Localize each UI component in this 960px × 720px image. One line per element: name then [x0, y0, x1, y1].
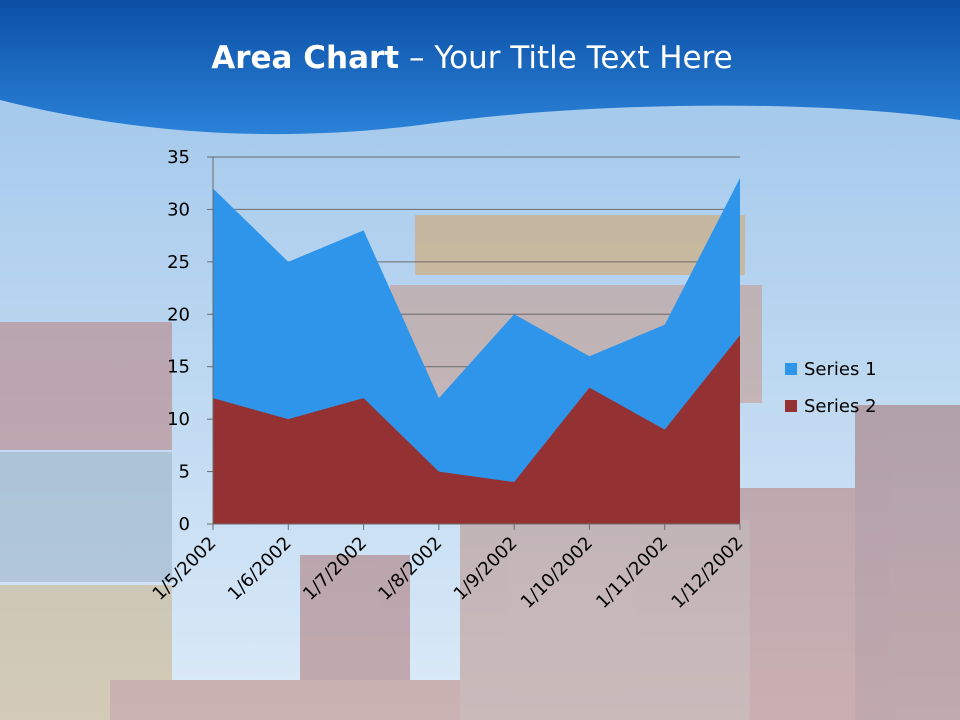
y-tick-label: 5	[179, 462, 190, 483]
y-tick-label: 20	[167, 304, 190, 325]
y-tick-label: 10	[167, 409, 190, 430]
x-tick-label: 1/7/2002	[299, 533, 371, 605]
y-tick-label: 15	[167, 357, 190, 378]
legend-label-2: Series 2	[804, 396, 877, 417]
y-tick-label: 0	[179, 514, 190, 535]
chart-areas	[213, 177, 740, 524]
x-tick-label: 1/11/2002	[592, 533, 672, 613]
x-tick-label: 1/12/2002	[667, 533, 747, 613]
x-tick-label: 1/8/2002	[374, 533, 446, 605]
slide-title: Area Chart – Your Title Text Here	[0, 40, 944, 76]
y-axis-ticks: 0 5 10 15 20 25 30 35	[167, 147, 190, 535]
y-tick-label: 25	[167, 252, 190, 273]
y-tick-label: 35	[167, 147, 190, 168]
x-axis-ticks: 1/5/2002 1/6/2002 1/7/2002 1/8/2002 1/9/2002…	[149, 533, 748, 613]
title-separator: –	[399, 40, 435, 76]
legend-swatch-1	[785, 363, 797, 375]
x-tick-label: 1/6/2002	[224, 533, 296, 605]
x-tick-label: 1/5/2002	[149, 533, 221, 605]
title-text: Your Title Text Here	[434, 40, 733, 76]
legend-swatch-2	[785, 400, 797, 412]
legend-label-1: Series 1	[804, 359, 877, 380]
legend: Series 1 Series 2	[785, 359, 877, 417]
title-bold: Area Chart	[211, 40, 400, 76]
chart-axes	[207, 156, 741, 530]
y-tick-label: 30	[167, 199, 190, 220]
series-area-2	[213, 335, 740, 524]
x-tick-label: 1/9/2002	[450, 533, 522, 605]
x-tick-label: 1/10/2002	[517, 533, 597, 613]
